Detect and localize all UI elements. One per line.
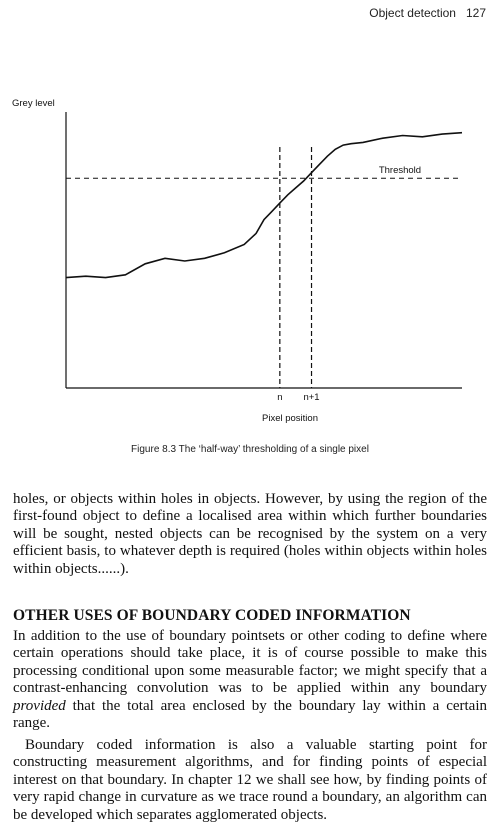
paragraph-2: In addition to the use of boundary point… — [13, 628, 487, 732]
grey-level-curve — [65, 131, 463, 279]
y-axis-label: Grey level — [12, 98, 55, 109]
paragraph-2-text-a: In addition to the use of boundary point… — [13, 628, 487, 697]
tick-label-n-plus-1: n+1 — [303, 392, 319, 403]
running-head-title: Object detection — [369, 6, 456, 20]
tick-label-n: n — [277, 392, 282, 403]
running-head: Object detection 127 — [369, 6, 486, 20]
threshold-label: Threshold — [379, 165, 421, 176]
x-axis-label: Pixel position — [262, 413, 318, 424]
page-number: 127 — [465, 6, 486, 20]
paragraph-2-emphasis: provided — [13, 697, 66, 714]
section-heading: OTHER USES OF BOUNDARY CODED INFORMATION — [13, 607, 411, 624]
paragraph-3: Boundary coded information is also a val… — [13, 737, 487, 823]
figure-8-3-chart: Grey level Pixel position Threshold n n+… — [12, 98, 463, 424]
figure-caption: Figure 8.3 The ‘half-way’ thresholding o… — [131, 444, 369, 455]
paragraph-1: holes, or objects within holes in object… — [13, 491, 487, 577]
paragraph-2-text-b: that the total area enclosed by the boun… — [13, 697, 487, 732]
